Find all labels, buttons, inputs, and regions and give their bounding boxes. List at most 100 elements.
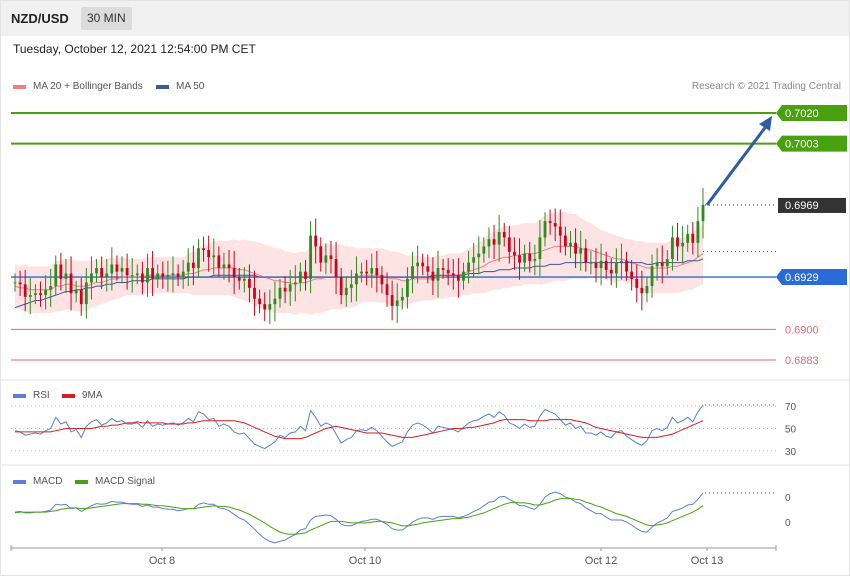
candle-body: [609, 269, 613, 274]
candle-body: [482, 246, 486, 254]
candle-body: [467, 262, 470, 272]
candle-body: [492, 239, 496, 245]
candle-body: [13, 282, 17, 284]
candle-body: [141, 273, 144, 283]
candle-body: [436, 268, 440, 281]
candle-body: [604, 260, 608, 270]
timeframe-button[interactable]: 30 MIN: [81, 7, 132, 30]
level-tag-resistance: [776, 105, 847, 122]
candle-body: [115, 264, 119, 272]
legend-label-rsi: RSI: [33, 390, 50, 401]
candle-body: [309, 235, 312, 279]
candle-body: [625, 260, 628, 272]
candle-body: [212, 255, 216, 258]
candle-body: [28, 295, 32, 297]
candle-body: [655, 262, 659, 267]
legend-ma20: MA 20 + Bollinger Bands: [13, 81, 143, 92]
level-label-support: 0.6883: [785, 355, 819, 367]
candle-body: [258, 298, 262, 305]
legend-label-ma50: MA 50: [176, 81, 205, 92]
candle-body: [222, 264, 226, 269]
candle-body: [620, 260, 623, 263]
candle-body: [293, 282, 297, 285]
candle-body: [90, 273, 93, 283]
candle-body: [59, 264, 63, 279]
candle-body: [69, 273, 73, 294]
candle-body: [156, 273, 160, 279]
candle-body: [487, 239, 491, 247]
candle-body: [283, 287, 287, 292]
rsi-tick-label: 30: [785, 447, 797, 458]
candle-body: [339, 277, 343, 296]
candle-body: [176, 273, 180, 278]
macd-line: [14, 491, 704, 544]
candle-body: [518, 255, 521, 263]
macd-tick-label: 0: [785, 518, 791, 529]
candle-body: [171, 273, 175, 276]
candle-body: [146, 268, 149, 283]
candle-body: [523, 253, 527, 263]
candle-body: [686, 233, 690, 243]
candle-body: [268, 304, 272, 310]
level-label-last: 0.6969: [785, 200, 819, 212]
candle-body: [691, 233, 695, 243]
candle-body: [671, 237, 674, 260]
candle-body: [543, 221, 547, 238]
candle-body: [528, 253, 532, 261]
candle-body: [614, 262, 618, 274]
candle-body: [273, 298, 277, 305]
candle-body: [660, 262, 664, 267]
candle-body: [278, 287, 282, 299]
legend-swatch-rsi-ma: [62, 393, 75, 398]
candle-body: [411, 266, 414, 279]
candle-body: [599, 260, 603, 269]
legend-rsi: RSI: [13, 390, 50, 401]
candle-body: [360, 271, 363, 274]
instrument-label: NZD/USD: [11, 11, 69, 26]
candle-body: [589, 262, 593, 264]
candle-body: [130, 275, 134, 277]
candle-body: [18, 282, 22, 285]
candle-body: [202, 248, 205, 251]
candle-body: [676, 237, 679, 247]
candle-body: [248, 278, 251, 288]
level-label-support: 0.6900: [785, 324, 819, 336]
candle-body: [533, 259, 537, 261]
legend-swatch-macd: [13, 479, 26, 484]
legend-swatch-rsi: [13, 393, 26, 398]
candle-body: [395, 300, 399, 306]
ma20-line: [14, 245, 704, 291]
candle-body: [263, 304, 267, 310]
candle-body: [314, 235, 318, 247]
candle-body: [237, 277, 241, 281]
candle-body: [569, 242, 572, 247]
candle-body: [304, 271, 307, 279]
candle-body: [44, 289, 47, 296]
candle-body: [462, 271, 465, 281]
candle-body: [186, 262, 190, 272]
candle-body: [49, 286, 53, 290]
candle-body: [640, 287, 644, 294]
level-tag-resistance: [776, 135, 847, 152]
top-bar: NZD/USD 30 MIN: [0, 0, 850, 36]
candle-body: [645, 286, 649, 294]
macd-signal-line: [14, 498, 704, 535]
candle-body: [365, 271, 369, 274]
level-tag-last: [778, 197, 846, 213]
candle-body: [349, 284, 353, 288]
candle-body: [446, 269, 450, 274]
candle-body: [472, 257, 476, 263]
rsi-ma-line: [15, 419, 704, 440]
candle-body: [207, 250, 211, 258]
candle-body: [54, 264, 58, 287]
candle-body: [513, 251, 516, 256]
research-credit: Research © 2021 Trading Central: [691, 81, 841, 92]
legend-label-macd-signal: MACD Signal: [95, 476, 156, 487]
legend-macd: MACD: [13, 476, 62, 487]
target-arrow: [705, 124, 769, 206]
legend-ma50: MA 50: [156, 81, 204, 92]
candle-body: [497, 231, 501, 245]
candle-body: [564, 235, 567, 247]
candle-body: [665, 259, 669, 267]
